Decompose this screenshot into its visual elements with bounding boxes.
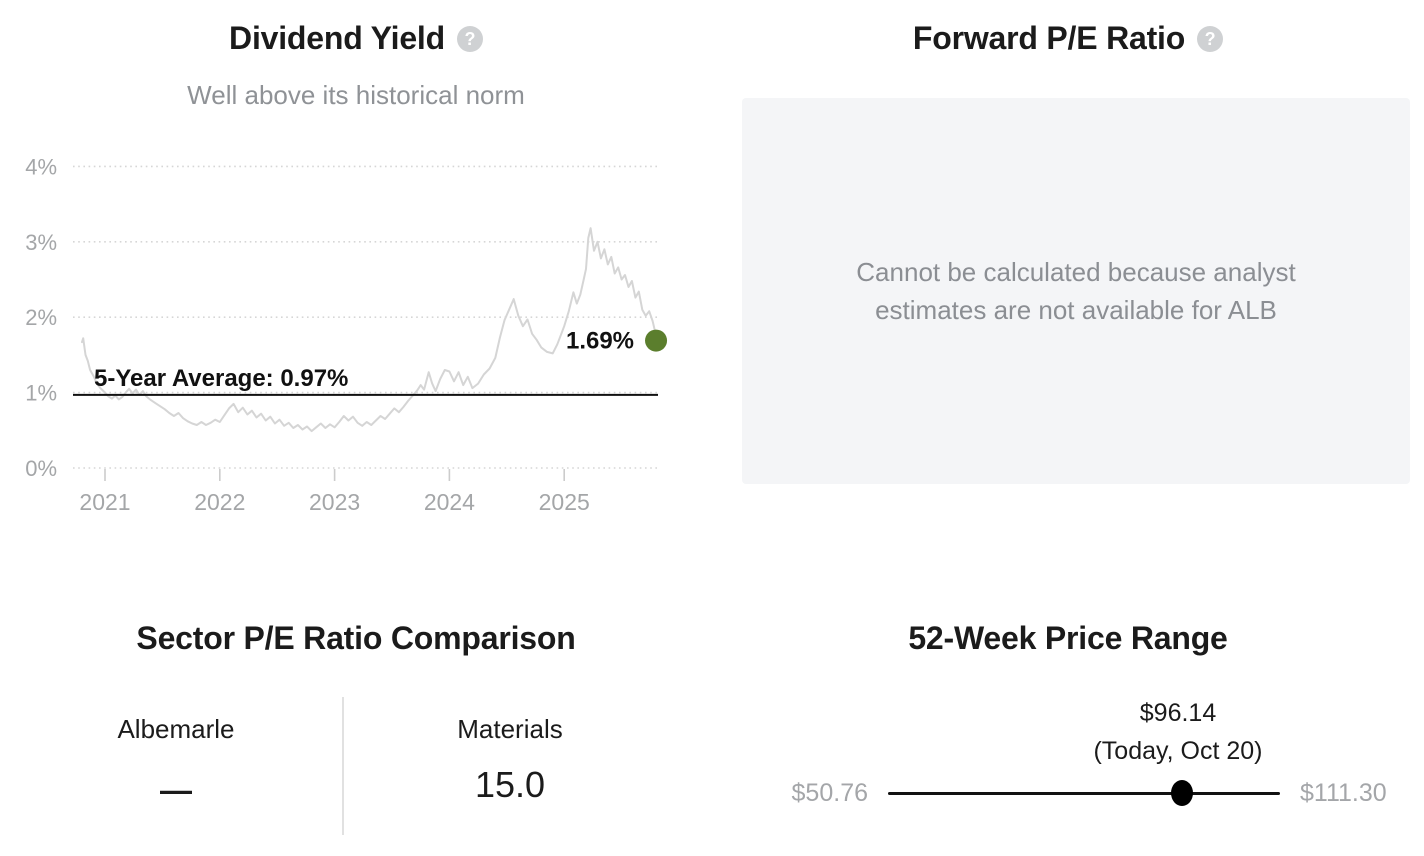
- forward-pe-unavailable-box: Cannot be calculated because analyst est…: [742, 98, 1410, 484]
- current-price-label: $96.14 (Today, Oct 20): [1028, 694, 1328, 770]
- dividend-yield-panel: 0% 1% 2% 3% 4% 2021 2022 2023 2024 2025 5-Year Ave…: [0, 0, 712, 570]
- dividend-yield-title: Dividend Yield: [229, 20, 445, 56]
- forward-pe-panel: Forward P/E Ratio ? Cannot be calculated…: [712, 0, 1424, 570]
- svg-text:1%: 1%: [25, 381, 57, 406]
- high-price-label: $111.30: [1300, 779, 1387, 807]
- current-price-dot: [1170, 780, 1193, 806]
- price-range-title: 52-Week Price Range: [908, 620, 1228, 656]
- svg-text:2%: 2%: [25, 305, 57, 330]
- sector-pe-header: Sector P/E Ratio Comparison: [0, 620, 712, 657]
- svg-text:2022: 2022: [194, 489, 245, 515]
- sector-pe-value: 15.0: [474, 764, 546, 805]
- dividend-yield-chart: 0% 1% 2% 3% 4% 2021 2022 2023 2024 2025 5-Year Ave…: [25, 154, 668, 515]
- current-price-note: (Today, Oct 20): [1093, 737, 1263, 765]
- svg-text:4%: 4%: [25, 154, 57, 179]
- forward-pe-title: Forward P/E Ratio: [912, 20, 1186, 56]
- help-icon[interactable]: ?: [1197, 25, 1224, 52]
- dividend-yield-header: Dividend Yield ?: [0, 20, 712, 57]
- price-range-header: 52-Week Price Range: [712, 620, 1424, 657]
- svg-text:2021: 2021: [79, 489, 130, 515]
- price-range-panel: 52-Week Price Range $96.14 (Today, Oct 2…: [712, 600, 1424, 856]
- dividend-yield-subtitle: Well above its historical norm: [187, 80, 525, 110]
- svg-text:1.69%: 1.69%: [566, 328, 634, 355]
- sector-pe-title: Sector P/E Ratio Comparison: [136, 620, 576, 656]
- message-line-1: Cannot be calculated because analyst: [856, 257, 1296, 287]
- forward-pe-unavailable-message: Cannot be calculated because analyst est…: [856, 253, 1295, 329]
- column-divider: [342, 697, 344, 835]
- low-price-label: $50.76: [791, 779, 868, 807]
- help-icon[interactable]: ?: [456, 25, 483, 52]
- company-pe-value: —: [160, 772, 192, 808]
- forward-pe-header: Forward P/E Ratio ?: [712, 20, 1424, 57]
- current-price: $96.14: [1139, 699, 1217, 727]
- sector-pe-panel: Sector P/E Ratio Comparison Albemarle Ma…: [0, 600, 712, 856]
- sector-column-label: Materials: [457, 714, 563, 744]
- svg-text:3%: 3%: [25, 230, 57, 255]
- svg-text:2023: 2023: [309, 489, 360, 515]
- price-range-track: [888, 792, 1280, 795]
- svg-text:0%: 0%: [25, 456, 57, 481]
- svg-text:2025: 2025: [539, 489, 590, 515]
- svg-text:2024: 2024: [424, 489, 475, 515]
- svg-text:5-Year Average: 0.97%: 5-Year Average: 0.97%: [94, 365, 348, 392]
- message-line-2: estimates are not available for ALB: [875, 295, 1277, 325]
- company-column-label: Albemarle: [117, 714, 235, 744]
